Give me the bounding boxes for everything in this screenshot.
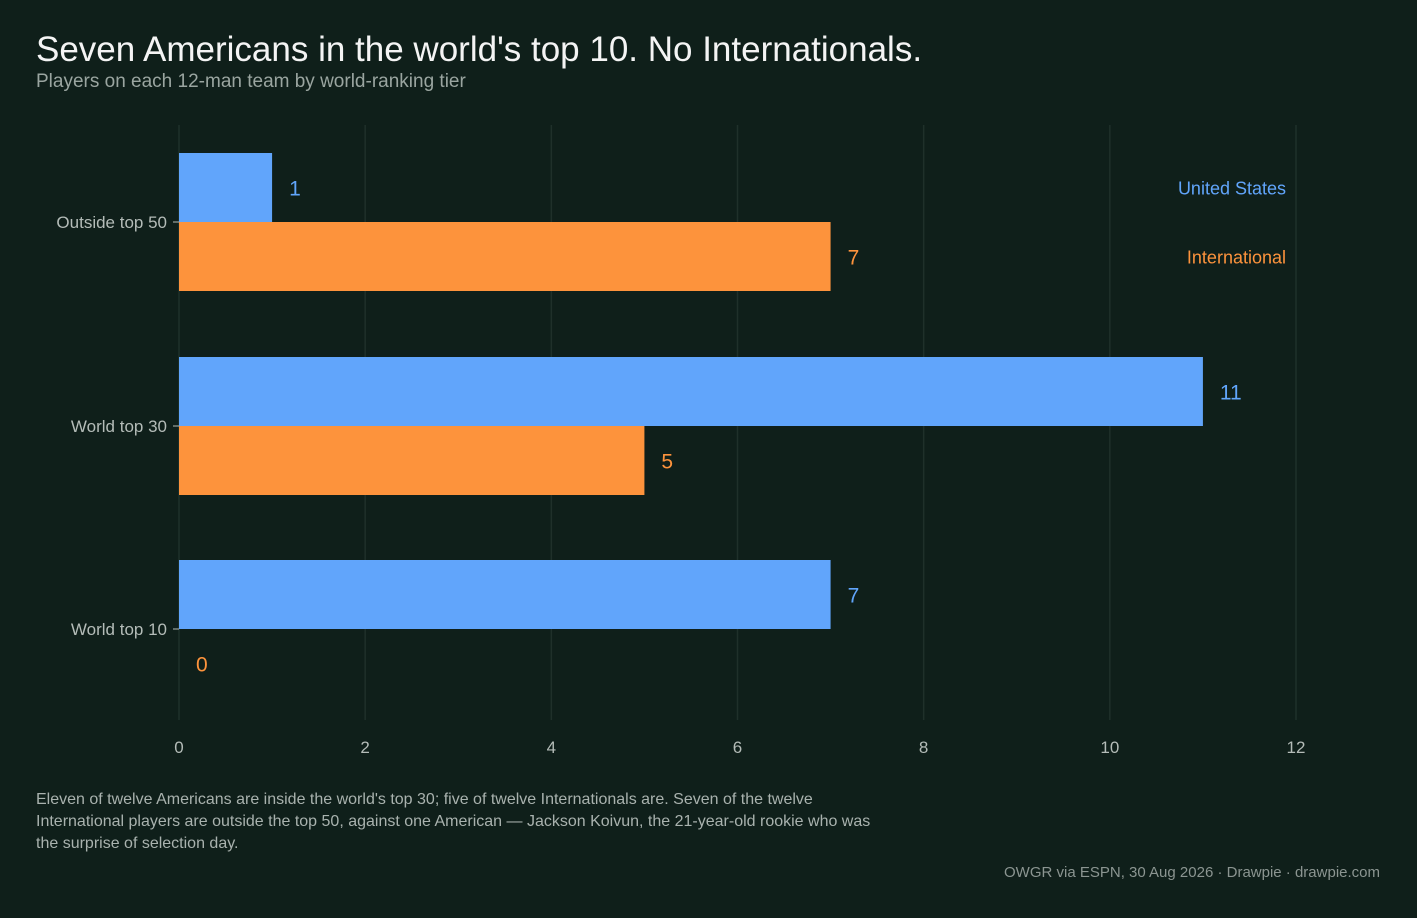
value-label: 7 xyxy=(848,585,860,608)
value-label: 7 xyxy=(848,247,860,270)
legend-item: International xyxy=(1187,248,1286,268)
x-tick-label: 2 xyxy=(360,738,369,757)
bar-international xyxy=(179,222,831,291)
chart-subtitle: Players on each 12-man team by world-ran… xyxy=(36,71,466,92)
x-tick-label: 12 xyxy=(1287,738,1306,757)
bars xyxy=(179,153,1203,629)
bar-united-states xyxy=(179,560,831,629)
value-label: 0 xyxy=(196,654,208,677)
x-tick-label: 8 xyxy=(919,738,928,757)
bar-united-states xyxy=(179,153,273,222)
y-tick-label: World top 30 xyxy=(71,417,167,436)
x-tick-label: 10 xyxy=(1100,738,1119,757)
chart-title: Seven Americans in the world's top 10. N… xyxy=(36,30,923,69)
x-tick-label: 6 xyxy=(733,738,742,757)
bar-international xyxy=(179,426,645,495)
value-label: 1 xyxy=(289,178,301,201)
legend-item: United States xyxy=(1178,179,1286,199)
legend: United States International xyxy=(1178,179,1286,268)
value-label: 11 xyxy=(1220,382,1242,405)
source-credit: OWGR via ESPN, 30 Aug 2026 · Drawpie · d… xyxy=(1004,864,1380,881)
bar-united-states xyxy=(179,357,1203,426)
y-tick-label: Outside top 50 xyxy=(56,213,167,232)
axes: 0 2 4 6 8 10 12 Outside top 50 World top 30 World… xyxy=(56,213,1305,757)
x-tick-label: 0 xyxy=(174,738,183,757)
y-tick-label: World top 10 xyxy=(71,620,167,639)
footnote: Eleven of twelve Americans are inside th… xyxy=(36,791,871,852)
value-label: 5 xyxy=(661,451,673,474)
x-tick-label: 4 xyxy=(547,738,556,757)
